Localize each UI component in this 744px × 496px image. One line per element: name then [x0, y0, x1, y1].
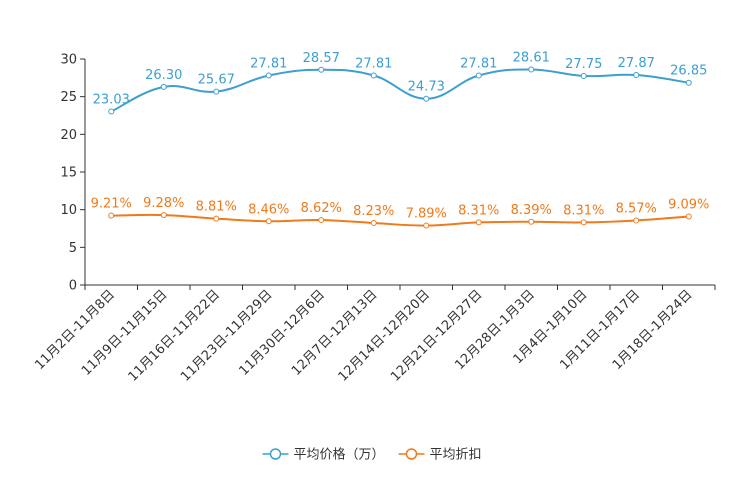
- chart-legend[interactable]: 平均价格（万） 平均折扣: [262, 447, 482, 463]
- data-label: 25.67: [198, 73, 235, 88]
- data-label: 27.87: [618, 56, 655, 71]
- data-label: 8.62%: [301, 201, 342, 216]
- data-point[interactable]: [318, 217, 325, 224]
- data-point[interactable]: [265, 218, 272, 225]
- data-label: 8.31%: [563, 203, 604, 218]
- data-label: 9.09%: [668, 198, 709, 213]
- data-point[interactable]: [370, 220, 377, 227]
- y-tick-label: 30: [60, 53, 77, 68]
- data-point[interactable]: [685, 213, 692, 220]
- data-point[interactable]: [580, 219, 587, 226]
- data-label: 8.57%: [616, 201, 657, 216]
- data-point[interactable]: [423, 222, 430, 229]
- data-point[interactable]: [108, 108, 115, 115]
- legend-label: 平均价格（万）: [293, 447, 384, 463]
- series-1: 23.03 26.30 25.67 27.81 28.57 27.81 24.73 27.81…: [93, 50, 707, 115]
- x-tick-label: 11月23日-11月29日: [178, 287, 275, 384]
- data-label: 9.28%: [143, 196, 184, 211]
- y-tick-label: 0: [69, 279, 77, 294]
- data-point[interactable]: [475, 72, 482, 79]
- legend-marker-icon: [405, 448, 418, 460]
- data-label: 27.81: [460, 56, 497, 71]
- data-point[interactable]: [528, 218, 535, 225]
- data-label: 23.03: [93, 93, 130, 108]
- legend-item-2[interactable]: 平均折扣: [398, 448, 482, 463]
- data-label: 8.46%: [248, 202, 289, 217]
- x-tick-label: 12月21日-12月27日: [388, 287, 485, 384]
- x-tick-label: 12月14日-12月20日: [336, 287, 433, 384]
- data-point[interactable]: [423, 95, 430, 102]
- legend-label: 平均折扣: [430, 448, 482, 463]
- data-point[interactable]: [265, 72, 272, 79]
- data-label: 7.89%: [406, 207, 447, 222]
- data-point[interactable]: [685, 79, 692, 86]
- series-2: 9.21% 9.28% 8.81% 8.46% 8.62% 8.23% 7.89% 8.31%…: [91, 196, 709, 229]
- data-point[interactable]: [580, 72, 587, 79]
- data-label: 8.81%: [196, 200, 237, 215]
- y-tick-label: 20: [60, 128, 77, 143]
- data-point[interactable]: [633, 217, 640, 224]
- data-point[interactable]: [108, 212, 115, 219]
- y-tick-label: 25: [60, 90, 77, 105]
- legend-marker-icon: [269, 448, 282, 460]
- data-point[interactable]: [213, 88, 220, 95]
- data-point[interactable]: [318, 66, 325, 73]
- data-label: 28.57: [303, 51, 340, 66]
- data-point[interactable]: [160, 83, 167, 90]
- y-tick-label: 10: [60, 203, 77, 218]
- data-label: 28.61: [513, 50, 550, 65]
- data-point[interactable]: [160, 212, 167, 219]
- data-label: 27.81: [355, 56, 392, 71]
- data-label: 8.31%: [458, 203, 499, 218]
- x-tick-label: 11月16日-11月22日: [126, 287, 223, 384]
- data-label: 26.85: [670, 64, 707, 79]
- data-label: 26.30: [145, 68, 182, 83]
- data-label: 27.81: [250, 56, 287, 71]
- data-label: 24.73: [408, 80, 445, 95]
- data-label: 9.21%: [91, 197, 132, 212]
- data-label: 8.39%: [511, 203, 552, 218]
- data-point[interactable]: [370, 72, 377, 79]
- series-line: [110, 68, 689, 113]
- data-point[interactable]: [528, 66, 535, 73]
- series-line: [111, 213, 689, 227]
- data-point[interactable]: [475, 219, 482, 226]
- series-layer: 23.03 26.30 25.67 27.81 28.57 27.81 24.73 27.81…: [91, 50, 709, 229]
- data-label: 8.23%: [353, 204, 394, 219]
- data-point[interactable]: [633, 72, 640, 79]
- data-label: 27.75: [565, 57, 602, 72]
- data-point[interactable]: [213, 215, 220, 222]
- legend-item-1[interactable]: 平均价格（万）: [262, 447, 385, 463]
- y-tick-label: 15: [60, 166, 77, 181]
- y-tick-label: 5: [69, 241, 77, 256]
